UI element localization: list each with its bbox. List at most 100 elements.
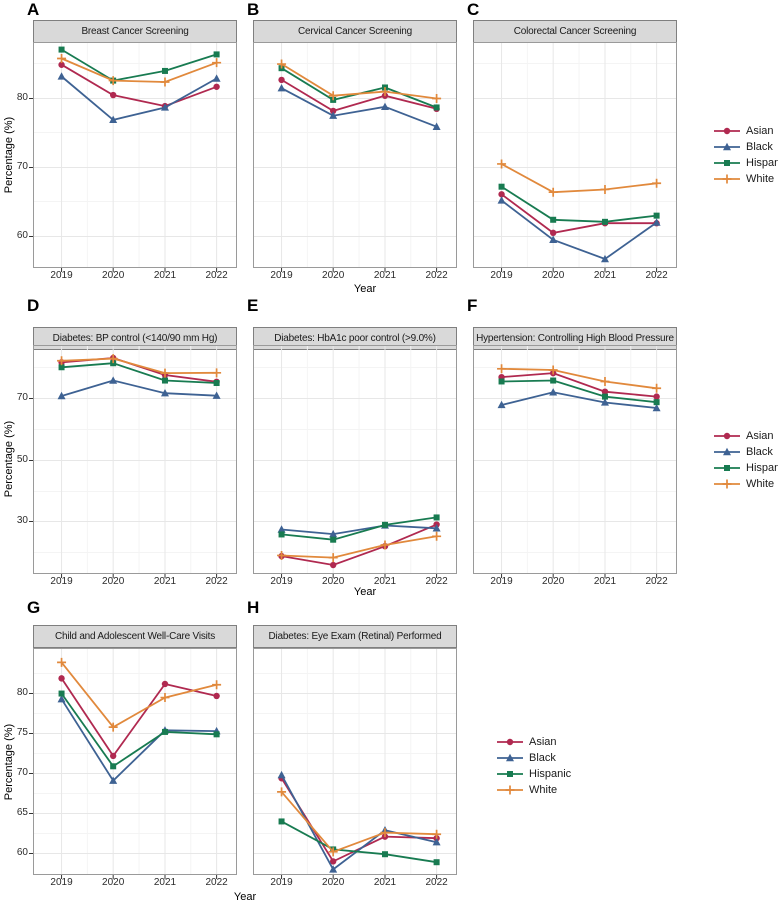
panel-label-b: B xyxy=(247,0,260,19)
legend-label: Black xyxy=(746,446,773,458)
plus-legend-key-icon xyxy=(714,174,740,184)
legend-entry-black: Black xyxy=(714,444,778,460)
plus-marker xyxy=(57,657,67,667)
plus-marker xyxy=(600,376,610,386)
legend-label: Hispanic xyxy=(746,157,778,169)
panel-label-e: E xyxy=(247,296,259,315)
y-tick-mark xyxy=(29,733,33,734)
y-tick-mark xyxy=(29,167,33,168)
panel-header: Cervical Cancer Screening xyxy=(253,20,457,43)
square-marker xyxy=(278,531,285,538)
triangle-marker xyxy=(160,103,169,111)
circle-marker xyxy=(109,752,117,760)
panel-label-a: A xyxy=(27,0,40,19)
circle-marker xyxy=(58,61,65,68)
series-line-white xyxy=(61,57,217,83)
legend-entry-hispanic: Hispanic xyxy=(714,155,778,171)
y-tick-mark xyxy=(29,853,33,854)
plus-marker xyxy=(328,847,338,857)
square-marker xyxy=(550,377,557,384)
circle-legend-key-icon xyxy=(714,432,740,440)
series-line-white xyxy=(501,367,657,390)
series-line-asian xyxy=(501,372,657,398)
y-tick-mark xyxy=(29,398,33,399)
y-tick-label: 70 xyxy=(16,391,28,403)
panel-border xyxy=(253,648,457,875)
panel-border xyxy=(253,345,457,574)
panel-label-g: G xyxy=(27,598,41,617)
triangle-marker xyxy=(212,74,221,82)
plus-marker xyxy=(328,553,338,563)
legend-label: White xyxy=(746,173,775,185)
x-axis-title: Year xyxy=(353,586,377,598)
legend-entry-asian: Asian xyxy=(714,428,778,444)
plus-marker xyxy=(57,356,67,366)
plus-marker xyxy=(160,77,170,87)
series-line-white xyxy=(281,63,437,100)
x-tick-label: 2022 xyxy=(645,270,668,281)
circle-marker xyxy=(723,432,731,440)
square-marker xyxy=(213,51,220,58)
x-tick-label: 2021 xyxy=(373,576,397,587)
y-tick-label: 70 xyxy=(16,766,28,778)
square-marker xyxy=(58,46,65,53)
plus-marker xyxy=(212,58,222,68)
x-tick-label: 2021 xyxy=(153,270,177,281)
y-tick-label: 75 xyxy=(16,726,28,738)
plus-marker xyxy=(108,722,118,732)
triangle-marker xyxy=(160,389,169,397)
series-line-hispanic xyxy=(61,48,217,82)
square-marker xyxy=(110,763,117,770)
plus-marker xyxy=(497,159,507,169)
x-tick-label: 2021 xyxy=(153,576,177,587)
x-axis-title: Year xyxy=(353,283,377,295)
y-tick-label: 80 xyxy=(16,91,28,103)
x-tick-label: 2019 xyxy=(490,576,513,587)
plus-marker xyxy=(548,365,558,375)
triangle-marker xyxy=(497,196,506,204)
x-tick-label: 2020 xyxy=(542,576,565,587)
plus-marker xyxy=(277,787,287,797)
y-tick-mark xyxy=(29,693,33,694)
plus-marker xyxy=(212,368,222,378)
triangle-marker xyxy=(380,102,389,110)
circle-marker xyxy=(601,388,609,395)
x-tick-label: 2020 xyxy=(322,270,345,281)
series-line-white xyxy=(501,163,657,194)
plus-marker xyxy=(432,829,442,839)
triangle-marker xyxy=(329,865,338,873)
circle-marker xyxy=(329,561,337,569)
plus-marker xyxy=(277,59,287,69)
legend-label: Hispanic xyxy=(529,768,572,780)
circle-marker xyxy=(109,91,117,99)
triangle-marker xyxy=(652,218,661,226)
x-tick-label: 2020 xyxy=(542,270,565,281)
panel-header: Diabetes: Eye Exam (Retinal) Performed xyxy=(253,625,457,648)
series-line-black xyxy=(501,199,658,261)
x-tick-label: 2021 xyxy=(153,877,177,888)
legend-entry-white: White xyxy=(714,476,778,492)
x-tick-label: 2019 xyxy=(270,877,293,888)
square-marker xyxy=(58,364,65,371)
circle-marker xyxy=(278,76,285,84)
panel-border xyxy=(33,345,237,574)
circle-marker xyxy=(58,675,65,682)
square-marker xyxy=(724,160,730,166)
plus-marker xyxy=(497,364,507,374)
y-tick-mark xyxy=(29,813,33,814)
triangle-marker xyxy=(277,83,286,92)
x-tick-label: 2021 xyxy=(593,576,617,587)
line-chart-hba1c xyxy=(253,345,457,578)
square-legend-key-icon xyxy=(714,160,740,166)
square-marker xyxy=(110,360,117,367)
series-line-asian xyxy=(281,523,437,566)
x-tick-label: 2021 xyxy=(593,270,617,281)
x-tick-label: 2021 xyxy=(373,877,397,888)
x-tick-label: 2019 xyxy=(50,877,73,888)
legend-entry-black: Black xyxy=(497,750,571,766)
square-marker xyxy=(550,216,557,223)
circle-marker xyxy=(329,107,337,115)
series-line-hispanic xyxy=(281,820,437,864)
square-marker xyxy=(161,728,168,735)
square-marker xyxy=(433,514,440,521)
